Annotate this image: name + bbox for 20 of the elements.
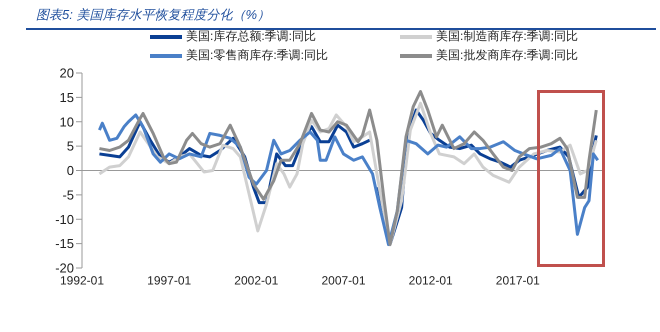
legend-label: 美国:制造商库存:季调:同比 (436, 28, 578, 45)
legend-label: 美国:零售商库存:季调:同比 (186, 47, 328, 64)
y-tick-label: 20 (60, 66, 74, 81)
y-tick-label: 15 (60, 90, 74, 105)
legend-label: 美国:库存总额:季调:同比 (186, 28, 316, 45)
y-tick-label: -5 (62, 187, 74, 202)
x-tick-label: 2012-01 (408, 274, 454, 288)
x-tick-label: 1997-01 (147, 274, 192, 288)
y-tick-label: 10 (60, 114, 74, 130)
x-tick-label: 1992-01 (60, 274, 104, 288)
legend-label: 美国:批发商库存:季调:同比 (436, 47, 578, 64)
y-tick-label: -10 (55, 212, 74, 227)
y-tick-label: -15 (55, 236, 74, 252)
x-tick-label: 2017-01 (496, 274, 540, 288)
x-tick-label: 2007-01 (321, 274, 366, 288)
y-tick-label: 5 (66, 138, 74, 154)
y-tick-label: 0 (66, 163, 74, 178)
x-tick-label: 2002-01 (234, 274, 279, 288)
y-tick-label: -20 (55, 260, 74, 276)
chart-title: 图表5: 美国库存水平恢复程度分化（%） (26, 6, 656, 30)
